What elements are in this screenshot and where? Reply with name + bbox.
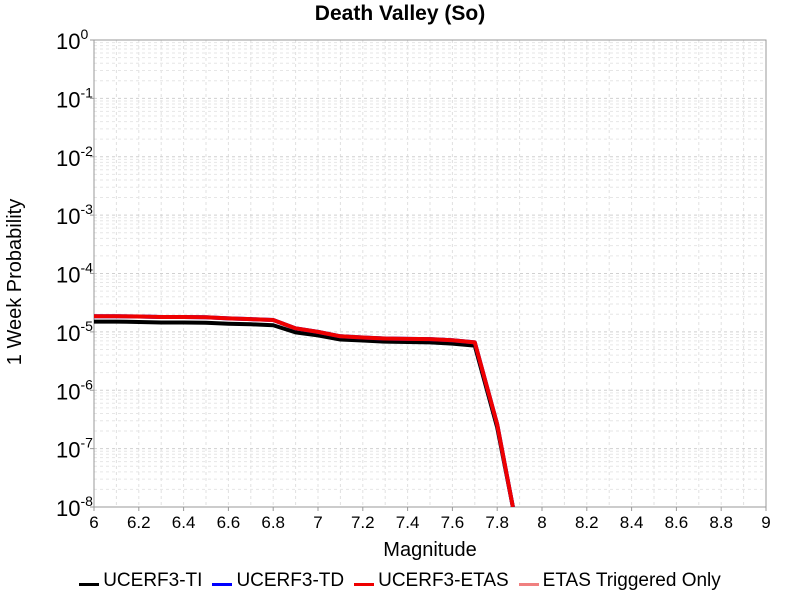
legend-item: ETAS Triggered Only xyxy=(518,570,721,592)
y-tick-label: 10-8 xyxy=(56,493,93,521)
y-tick-label: 10-4 xyxy=(56,260,93,288)
x-tick-label: 6.2 xyxy=(127,513,151,532)
series-line-ucerf3-etas xyxy=(94,314,515,507)
legend-swatch xyxy=(79,582,100,586)
x-tick-label: 7.6 xyxy=(441,513,465,532)
legend-label: ETAS Triggered Only xyxy=(542,570,721,591)
y-tick-label: 10-5 xyxy=(56,318,93,346)
x-tick-label: 9 xyxy=(761,513,770,532)
y-tick-label: 10-3 xyxy=(56,201,93,229)
x-tick-label: 7.8 xyxy=(485,513,509,532)
x-tick-label: 7.4 xyxy=(396,513,420,532)
y-tick-label: 10-7 xyxy=(56,435,93,463)
grid xyxy=(93,40,767,508)
x-tick-label: 6.8 xyxy=(261,513,285,532)
x-tick-label: 8.8 xyxy=(709,513,733,532)
legend-swatch xyxy=(212,582,233,586)
legend-label: UCERF3-TI xyxy=(103,570,203,591)
legend-swatch xyxy=(354,582,375,586)
x-tick-label: 8.2 xyxy=(575,513,599,532)
y-axis-ticks: 100 10-1 10-2 10-3 10-4 10-5 10-6 10-7 10-8 xyxy=(56,26,94,521)
legend-item: UCERF3-TD xyxy=(212,570,344,592)
chart-title: Death Valley (So) xyxy=(315,2,485,25)
y-tick-label: 10-1 xyxy=(56,84,93,112)
y-tick-label: 10-2 xyxy=(56,143,93,171)
legend-label: UCERF3-ETAS xyxy=(378,570,509,591)
x-tick-label: 8.4 xyxy=(620,513,644,532)
x-tick-label: 8 xyxy=(537,513,546,532)
x-axis-label: Magnitude xyxy=(383,539,476,561)
legend: UCERF3-TI UCERF3-TD UCERF3-ETAS ETAS Trigge… xyxy=(0,568,800,594)
x-tick-label: 6.4 xyxy=(172,513,196,532)
series-line-ucerf3-ti xyxy=(94,319,515,507)
x-tick-label: 8.6 xyxy=(665,513,689,532)
x-tick-label: 7 xyxy=(313,513,322,532)
legend-label: UCERF3-TD xyxy=(236,570,345,591)
x-axis-ticks: 6 6.2 6.4 6.6 6.8 7 7.2 7.4 7.6 7.8 8 8.2 8.4 8.6 8.8 9 xyxy=(89,507,771,532)
x-tick-label: 7.2 xyxy=(351,513,375,532)
y-axis-label: 1 Week Probability xyxy=(4,199,26,365)
series-lines xyxy=(94,314,515,507)
legend-item: UCERF3-TI xyxy=(79,570,202,592)
legend-item: UCERF3-ETAS xyxy=(354,570,509,592)
x-tick-label: 6 xyxy=(89,513,98,532)
y-tick-label: 10-6 xyxy=(56,376,93,404)
x-tick-label: 6.6 xyxy=(217,513,241,532)
y-tick-label: 100 xyxy=(56,26,88,54)
legend-swatch xyxy=(518,582,539,586)
